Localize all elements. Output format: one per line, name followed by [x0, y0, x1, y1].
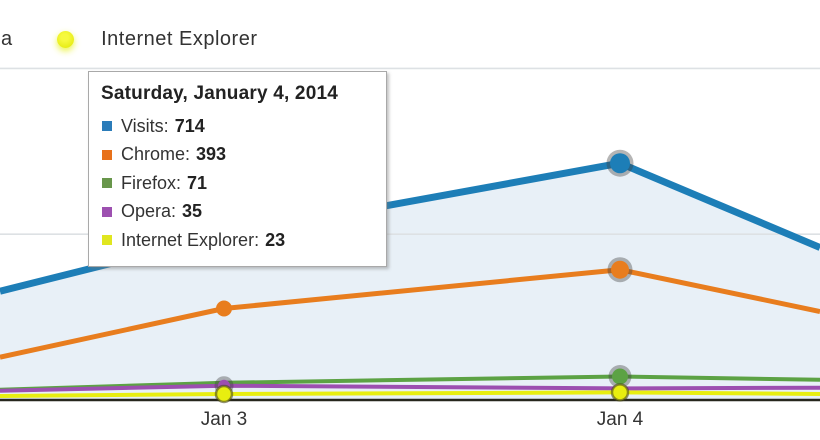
legend-item-opera-partial-label: a [1, 27, 13, 50]
tooltip-row: Chrome: 393 [101, 141, 374, 170]
opera-line [0, 383, 820, 393]
visits-data-point[interactable] [610, 153, 630, 174]
tooltip-series-label: Visits: [121, 115, 169, 136]
visits-area-fill [0, 163, 820, 400]
tooltip-row: Opera: 35 [101, 198, 374, 227]
tooltip-series-label: Internet Explorer: [121, 229, 260, 250]
internet-explorer-data-point[interactable] [214, 384, 234, 404]
tooltip-series-value: 71 [187, 172, 208, 193]
x-axis-tick-label: Jan 3 [200, 409, 248, 430]
tooltip-rows: Visits: 714 Chrome: 393 Firefox: 71 Opera: 35 In… [101, 112, 374, 255]
series-color-swatch-icon [102, 178, 112, 189]
chrome-data-point[interactable] [611, 260, 629, 279]
series-color-swatch-icon [102, 206, 112, 217]
tooltip-date-title: Saturday, January 4, 2014 [101, 83, 338, 104]
tooltip-series-value: 35 [182, 201, 203, 222]
tooltip-series-label: Opera: [121, 201, 177, 222]
tooltip-series-label: Firefox: [121, 172, 182, 193]
series-color-swatch-icon [102, 235, 112, 246]
chart-tooltip: Saturday, January 4, 2014 Visits: 714 Chro… [88, 71, 387, 267]
tooltip-row: Firefox: 71 [101, 169, 374, 198]
tooltip-series-label: Chrome: [121, 144, 191, 165]
legend-internet-explorer-dot-icon [57, 30, 75, 48]
tooltip-series-value: 393 [196, 144, 227, 165]
tooltip-series-value: 714 [174, 115, 205, 136]
series-color-swatch-icon [102, 149, 112, 160]
series-color-swatch-icon [102, 121, 112, 132]
tooltip-row: Visits: 714 [101, 112, 374, 141]
x-axis-tick-label: Jan 4 [596, 409, 644, 430]
legend: a Internet Explorer [0, 24, 257, 54]
internet-explorer-line [0, 390, 820, 398]
firefox-data-point[interactable] [612, 368, 628, 385]
tooltip-series-value: 23 [265, 229, 286, 250]
internet-explorer-data-point[interactable] [610, 383, 630, 402]
tooltip-row: Internet Explorer: 23 [101, 226, 374, 255]
chrome-data-point[interactable] [216, 300, 232, 317]
legend-item-internet-explorer[interactable]: Internet Explorer [101, 27, 258, 50]
chrome-line [0, 267, 820, 360]
